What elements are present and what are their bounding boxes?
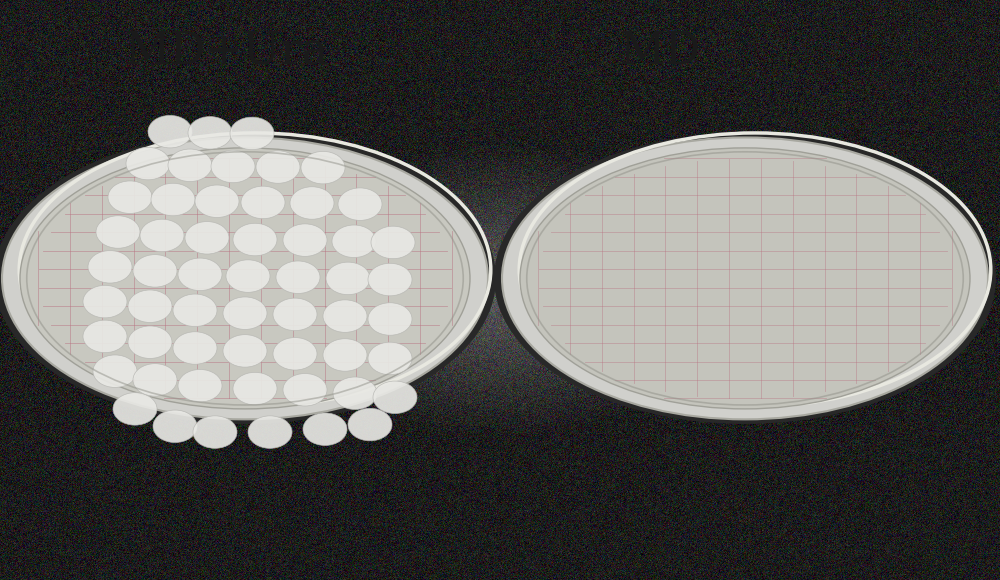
Ellipse shape [333,377,377,409]
Ellipse shape [178,369,222,402]
Ellipse shape [193,416,237,448]
Ellipse shape [283,374,327,406]
Ellipse shape [108,181,152,213]
Ellipse shape [83,285,127,318]
Ellipse shape [88,251,132,283]
Ellipse shape [283,224,327,256]
Ellipse shape [273,338,317,370]
Ellipse shape [153,410,197,443]
Ellipse shape [173,294,217,327]
Ellipse shape [323,339,367,371]
Ellipse shape [368,303,412,335]
Ellipse shape [368,263,412,296]
Ellipse shape [211,150,255,183]
Ellipse shape [185,222,229,254]
Ellipse shape [151,183,195,216]
Ellipse shape [348,408,392,441]
Ellipse shape [128,326,172,358]
Ellipse shape [168,149,212,182]
Ellipse shape [230,117,274,150]
Ellipse shape [303,413,347,445]
Ellipse shape [178,258,222,291]
Ellipse shape [241,186,285,219]
Circle shape [502,137,988,419]
Ellipse shape [133,255,177,287]
Ellipse shape [301,151,345,184]
Ellipse shape [148,115,192,148]
Circle shape [2,137,488,419]
Ellipse shape [195,185,239,218]
Text: MD: MD [620,30,701,72]
Ellipse shape [233,372,277,405]
Ellipse shape [223,297,267,329]
Ellipse shape [256,151,300,183]
Ellipse shape [323,300,367,332]
Ellipse shape [326,262,370,295]
Circle shape [20,148,470,409]
Ellipse shape [276,261,320,293]
Ellipse shape [126,147,170,180]
Ellipse shape [373,381,417,414]
Ellipse shape [248,416,292,448]
Ellipse shape [290,187,334,219]
Ellipse shape [83,320,127,353]
Ellipse shape [188,117,232,149]
Ellipse shape [273,298,317,331]
Ellipse shape [338,188,382,220]
Circle shape [0,133,496,424]
Ellipse shape [93,355,137,387]
Text: MD+Ura: MD+Ura [125,30,329,72]
Circle shape [520,148,970,409]
Ellipse shape [332,225,376,258]
Ellipse shape [128,290,172,322]
Ellipse shape [226,260,270,292]
Circle shape [494,133,996,424]
Ellipse shape [368,342,412,375]
Ellipse shape [96,216,140,248]
Ellipse shape [371,226,415,259]
Ellipse shape [113,393,157,425]
Ellipse shape [133,364,177,396]
Ellipse shape [233,223,277,256]
Ellipse shape [173,332,217,364]
Ellipse shape [140,219,184,252]
Ellipse shape [223,335,267,367]
